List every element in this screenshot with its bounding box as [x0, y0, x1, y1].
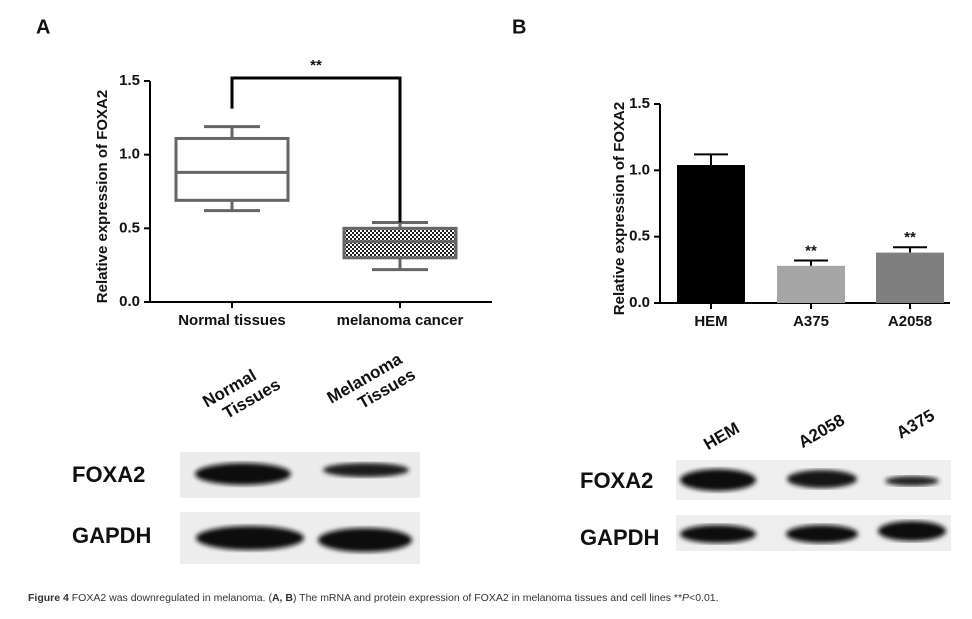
y-axis-label: Relative expression of FOXA2: [94, 90, 111, 303]
blot-column-text: A375: [893, 406, 938, 443]
y-tick-label: 1.5: [119, 72, 140, 89]
y-tick-label: 1.5: [629, 95, 650, 112]
y-tick-label: 0.0: [629, 294, 650, 311]
significance-label: **: [310, 57, 322, 74]
x-tick-label: Normal tissues: [178, 312, 286, 329]
blot-row-label: FOXA2: [580, 468, 653, 493]
bar-label: **: [805, 243, 817, 260]
bar: [777, 265, 845, 303]
y-tick-label: 0.5: [629, 228, 650, 245]
blot-column-label: HEM: [700, 418, 742, 453]
y-tick-label: 1.0: [629, 161, 650, 178]
bar: [876, 252, 944, 303]
caption: Figure 4 FOXA2 was downregulated in mela…: [28, 592, 719, 604]
blot-row-label: GAPDH: [580, 525, 659, 550]
y-tick-label: 1.0: [119, 146, 140, 163]
blot-column-label: A375: [893, 406, 938, 443]
panel-label: A: [36, 16, 50, 38]
x-tick-label: A2058: [888, 313, 932, 330]
x-tick-label: melanoma cancer: [337, 312, 464, 329]
panel-label: B: [512, 16, 526, 38]
blot-image: [180, 452, 420, 564]
blot-image: [676, 460, 951, 551]
significance-bracket: [230, 76, 402, 223]
box: [174, 136, 290, 202]
x-tick-label: A375: [793, 313, 829, 330]
blot-column-label: A2058: [795, 410, 848, 452]
y-axis-label: Relative expression of FOXA2: [611, 102, 628, 315]
y-tick-label: 0.0: [119, 293, 140, 310]
blot-row-label: GAPDH: [72, 523, 151, 548]
bar: [677, 165, 745, 303]
blot-column-text: A2058: [795, 410, 848, 452]
bar-label: **: [904, 229, 916, 246]
x-tick-label: HEM: [694, 313, 727, 330]
blot-row-label: FOXA2: [72, 462, 145, 487]
y-tick-label: 0.5: [119, 219, 140, 236]
blot-column-text: HEM: [700, 418, 742, 453]
